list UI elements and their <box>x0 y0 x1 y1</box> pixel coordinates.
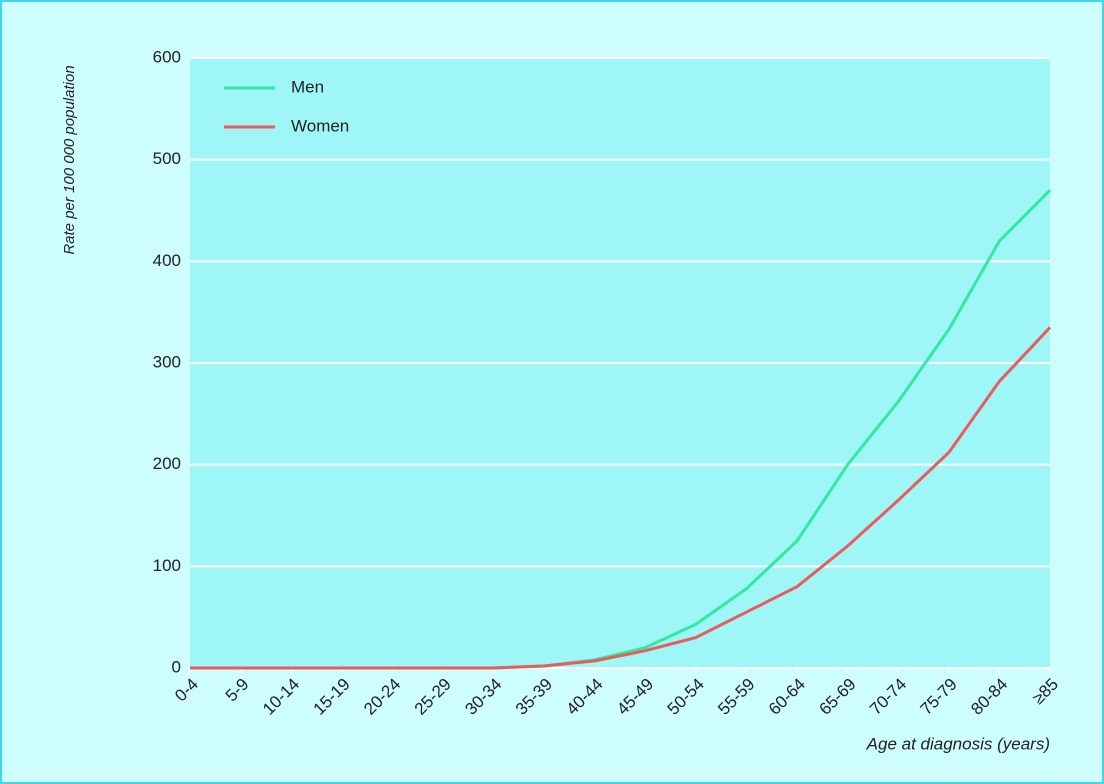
legend-label: Men <box>291 77 324 96</box>
y-tick-label: 600 <box>153 47 181 66</box>
y-tick-label: 300 <box>153 352 181 371</box>
y-tick-label: 0 <box>172 657 181 676</box>
legend-label: Women <box>291 116 349 135</box>
y-axis-label: Rate per 100 000 population <box>61 65 78 254</box>
y-tick-label: 500 <box>153 149 181 168</box>
y-tick-label: 200 <box>153 454 181 473</box>
y-tick-label: 100 <box>153 556 181 575</box>
series-line <box>190 326 1052 670</box>
y-tick-label: 400 <box>153 251 181 270</box>
x-axis-label: Age at diagnosis (years) <box>866 734 1050 753</box>
